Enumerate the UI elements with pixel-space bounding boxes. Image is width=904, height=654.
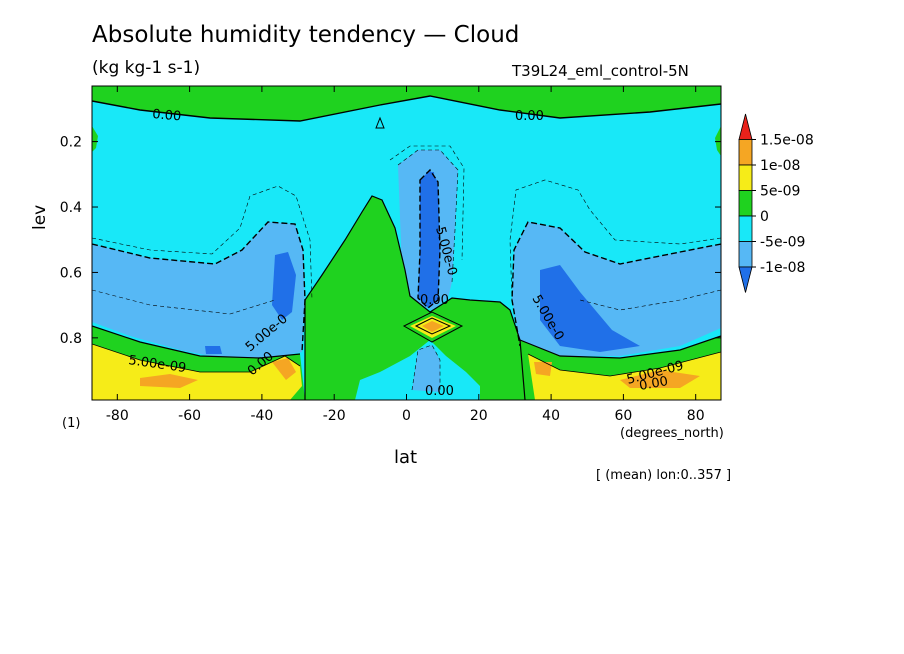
x-axis-label: lat <box>394 447 418 468</box>
chart-title: Absolute humidity tendency — Cloud <box>92 22 520 48</box>
y-tick-label: 0.2 <box>60 135 82 151</box>
colorbar-top-arrow <box>738 113 753 140</box>
y-tick-label: 0.6 <box>60 265 82 281</box>
x-tick-label: 0 <box>402 408 411 424</box>
colorbar-bottom-arrow <box>738 266 753 293</box>
fill-lowerright-orange-2 <box>534 362 552 376</box>
fill-right-darkblue <box>540 265 640 352</box>
x-tick-label: -80 <box>106 408 129 424</box>
colorbar-label: 1.5e-08 <box>760 133 814 149</box>
x-tick-label: -60 <box>178 408 201 424</box>
fill-lower-lightblue <box>412 345 440 392</box>
contour-equator-inner <box>414 317 452 335</box>
contour-left-dash-1 <box>92 185 313 301</box>
fill-left-darkblue <box>272 252 296 320</box>
chart-units: (kg kg-1 s-1) <box>92 58 201 78</box>
x-tick-label: 80 <box>687 408 705 424</box>
colorbar-segment <box>738 139 753 166</box>
colorbar-segment <box>738 241 753 268</box>
fill-lowerleft-orange <box>140 374 198 388</box>
contour-lowerleft <box>92 325 301 359</box>
run-label: T39L24_eml_control-5N <box>512 62 689 80</box>
x-axis-units: (degrees_north) <box>620 426 724 441</box>
contour-center-dash-2 <box>417 168 441 309</box>
contour-label: 0.00 <box>420 293 449 308</box>
contour-label: 0.00 <box>515 109 544 124</box>
colorbar-label: -1e-08 <box>760 260 805 276</box>
contour-small-triangle <box>375 116 385 129</box>
colorbar-label: 1e-08 <box>760 158 800 174</box>
contour-right-dash-1 <box>509 179 721 301</box>
contour-label: 0.00 <box>425 384 454 399</box>
colorbar-segment <box>738 215 753 242</box>
contour-fill <box>92 86 721 400</box>
fill-left-blue <box>92 222 305 360</box>
contour-lines <box>92 95 721 400</box>
fill-right-edge <box>715 126 721 156</box>
contour-center-outer <box>389 145 465 261</box>
x-tick-label: 40 <box>542 408 560 424</box>
fill-left-edge <box>92 126 98 152</box>
fill-equator-orange <box>422 321 444 332</box>
x-tick-label: -20 <box>323 408 346 424</box>
contour-lowerright <box>519 335 721 359</box>
panel-label: (1) <box>62 416 81 431</box>
contour-top-zero <box>92 95 721 122</box>
y-axis: 0.2 0.4 0.6 0.8 <box>60 135 721 347</box>
contour-central-green-edge <box>304 195 526 400</box>
fill-central-darkblue-2 <box>426 172 436 232</box>
contour-left-dash-3 <box>92 289 276 315</box>
contour-label: 0.00 <box>638 374 669 394</box>
contour-center-dash-1 <box>397 149 459 283</box>
y-tick-label: 0.4 <box>60 200 82 216</box>
fill-left-darkblue-2 <box>205 346 222 354</box>
x-tick-label: 60 <box>614 408 632 424</box>
colorbar-segment <box>738 164 753 191</box>
y-tick-label: 0.8 <box>60 331 82 347</box>
contour-lowerleft-2 <box>92 343 301 373</box>
colorbar-label: -5e-09 <box>760 235 805 251</box>
fill-central-green <box>305 196 525 400</box>
contour-right-dash-3 <box>579 289 721 311</box>
x-axis: -80 -60 -40 -20 0 20 40 60 80 <box>106 86 705 424</box>
mean-footer: [ (mean) lon:0..357 ] <box>596 468 732 483</box>
x-tick-label: -40 <box>250 408 273 424</box>
contour-equator <box>402 311 464 343</box>
fill-top-band <box>92 86 721 121</box>
fill-lowerright-orange <box>620 370 700 388</box>
colorbar-label: 0 <box>760 209 769 225</box>
colorbar-label: 5e-09 <box>760 184 800 200</box>
contour-label: 0.00 <box>152 107 182 124</box>
colorbar-segment <box>738 190 753 217</box>
x-tick-label: 20 <box>470 408 488 424</box>
contour-left-dash-2 <box>92 221 306 353</box>
fill-lowerleft-orange-2 <box>272 358 296 380</box>
contour-lowerright-2 <box>527 351 721 377</box>
contour-right-dash-2 <box>511 221 721 347</box>
colorbar: 1.5e-08 1e-08 5e-09 0 -5e-09 -1e-08 <box>738 113 814 293</box>
